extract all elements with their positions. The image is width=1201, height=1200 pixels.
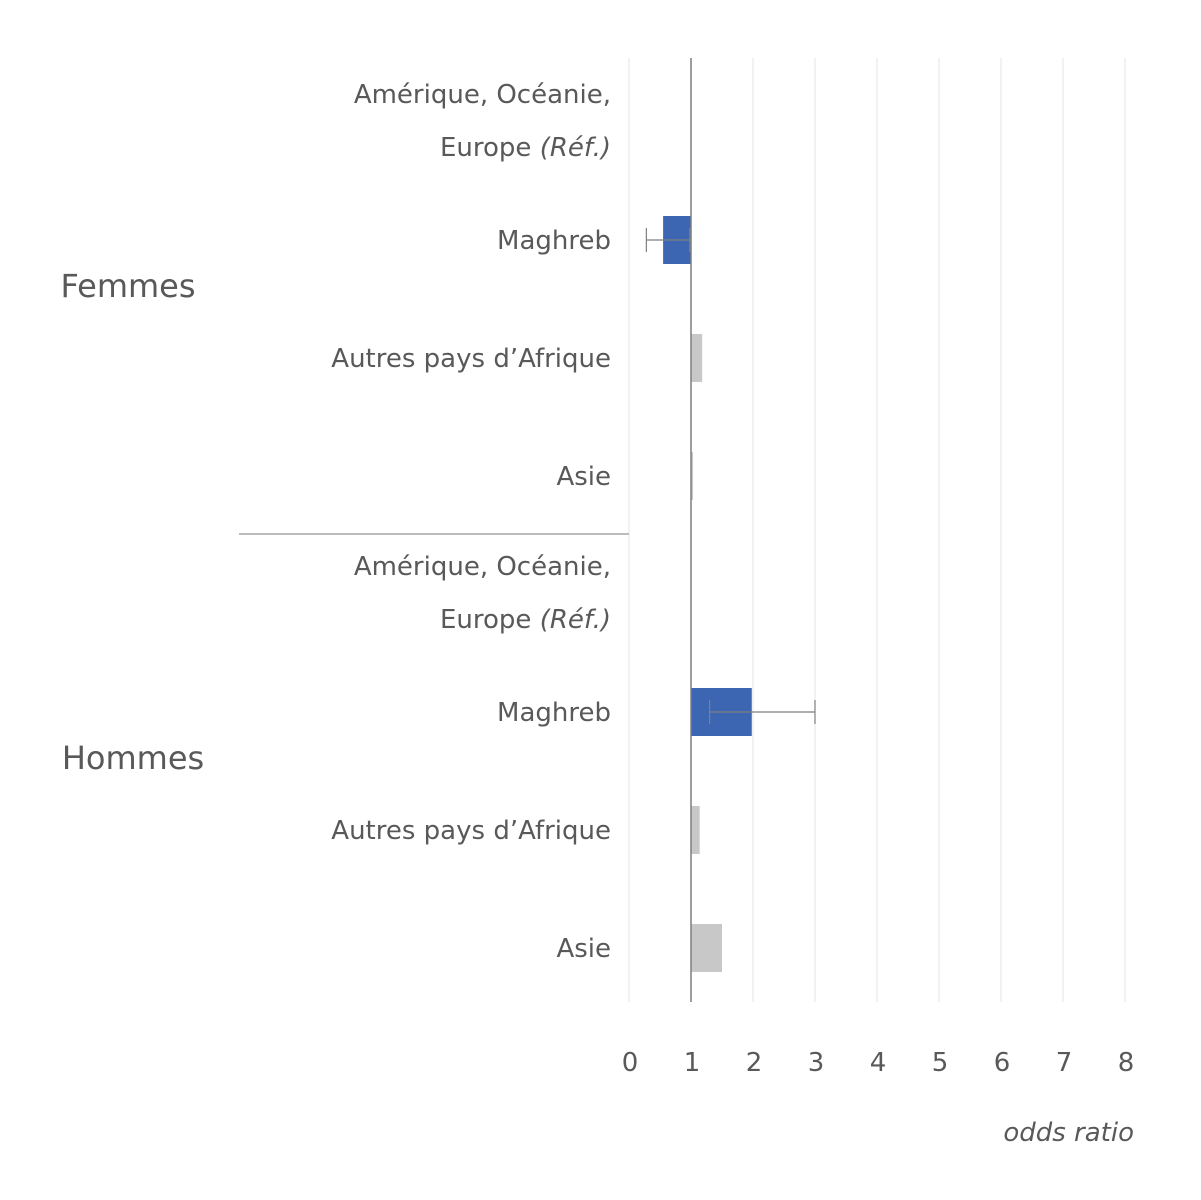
category-label-hommes-0-line1: Amérique, Océanie, (354, 552, 611, 582)
x-tick-label-1: 1 (684, 1048, 701, 1078)
category-label-hommes-2: Autres pays d’Afrique (331, 816, 611, 846)
x-tick-label-5: 5 (932, 1048, 949, 1078)
x-tick-label-3: 3 (808, 1048, 825, 1078)
x-tick-labels: 0 1 2 3 4 5 6 7 8 (622, 1048, 1135, 1078)
bar-hommes-3 (691, 924, 722, 972)
bar-femmes-2 (691, 334, 703, 382)
category-labels: Amérique, Océanie, Europe (Réf.) Maghreb Au… (331, 80, 611, 964)
x-tick-label-0: 0 (622, 1048, 639, 1078)
x-tick-label-7: 7 (1056, 1048, 1073, 1078)
group-label-femmes: Femmes (60, 267, 195, 305)
category-label-femmes-1: Maghreb (497, 226, 611, 256)
reference-suffix: (Réf.) (540, 605, 611, 635)
gridlines (628, 58, 1126, 1002)
group-label-hommes: Hommes (62, 739, 204, 777)
category-label-femmes-0-line1: Amérique, Océanie, (354, 80, 611, 110)
x-axis-title: odds ratio (1003, 1118, 1134, 1148)
category-label-femmes-2: Autres pays d’Afrique (331, 344, 611, 374)
category-label-hommes-1: Maghreb (497, 698, 611, 728)
category-label-femmes-3: Asie (556, 462, 611, 492)
category-label-hommes-3: Asie (556, 934, 611, 964)
error-bars (645, 228, 816, 724)
bar-hommes-2 (691, 806, 700, 854)
bars (663, 216, 752, 972)
x-tick-label-4: 4 (870, 1048, 887, 1078)
category-label-hommes-0-line2: Europe (Réf.) (440, 605, 611, 635)
category-label-femmes-0-line2: Europe (Réf.) (440, 133, 611, 163)
bar-femmes-3 (691, 452, 693, 500)
x-tick-label-2: 2 (746, 1048, 763, 1078)
reference-suffix: (Réf.) (540, 133, 611, 163)
x-tick-label-8: 8 (1118, 1048, 1135, 1078)
group-labels: Femmes Hommes (60, 267, 204, 777)
x-tick-label-6: 6 (994, 1048, 1011, 1078)
